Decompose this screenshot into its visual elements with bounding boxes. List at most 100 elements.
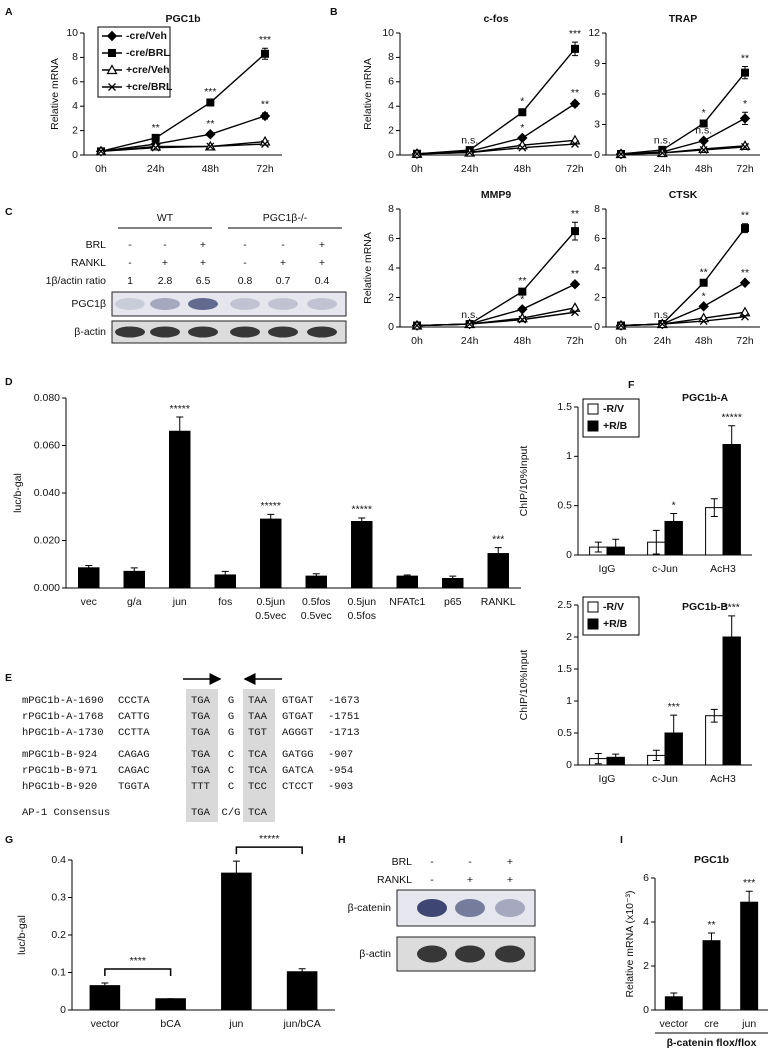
series-line — [416, 48, 576, 155]
seq-segment: CCTTA — [118, 727, 150, 739]
seq-end: -907 — [328, 749, 353, 761]
legend-label: +cre/BRL — [126, 81, 173, 93]
x-tick-label: bCA — [160, 1018, 180, 1030]
y-tick-label: 0.060 — [34, 439, 60, 451]
error-bar — [85, 564, 93, 571]
series-line — [620, 227, 746, 327]
error-bar — [594, 752, 602, 765]
y-tick-label: 4 — [72, 100, 78, 112]
significance: *** — [668, 701, 680, 713]
y-axis-label: ChIP/10%Input — [518, 650, 530, 721]
significance: n.s. — [461, 309, 478, 321]
x-tick-label: c-Jun — [652, 773, 678, 785]
significance: n.s. — [461, 135, 478, 147]
marker — [569, 98, 581, 109]
blot-band — [455, 945, 485, 963]
significance: *** — [204, 86, 216, 98]
marker — [465, 148, 474, 157]
marker — [518, 287, 527, 296]
seq-segment: GTGAT — [282, 711, 314, 723]
x-tick-label: RANKL — [481, 596, 516, 608]
blot-band — [115, 326, 145, 338]
marker — [261, 49, 269, 58]
x-tick-label: fos — [218, 596, 232, 608]
legend-label: -cre/BRL — [126, 47, 170, 59]
blot-cell: - — [128, 239, 132, 251]
y-tick-label: 0.4 — [51, 854, 66, 866]
blot-cell: - — [281, 239, 285, 251]
significance: ** — [152, 122, 160, 134]
marker — [741, 142, 749, 151]
seq-segment: C — [228, 765, 234, 777]
error-bar — [652, 529, 660, 555]
marker — [699, 278, 708, 287]
blot-row-label: BRL — [392, 856, 413, 868]
significance: ***** — [170, 403, 190, 415]
seq-segment: TGGTA — [118, 781, 150, 793]
y-tick-label: 0.5 — [557, 727, 572, 739]
x-tick-label: 72h — [566, 163, 584, 175]
marker — [518, 315, 527, 324]
consensus-segment: TCA — [248, 807, 268, 819]
y-tick-label: 0.2 — [51, 929, 66, 941]
significance: **** — [724, 602, 740, 614]
blot-cell: + — [467, 874, 473, 886]
blot-cell: + — [162, 257, 168, 269]
bracket — [235, 846, 303, 855]
marker — [261, 140, 269, 148]
marker — [739, 113, 751, 124]
x-tick-label: 24h — [654, 335, 672, 347]
seq-start: -1768 — [72, 711, 104, 723]
y-tick-label: 2.5 — [557, 599, 572, 611]
error-bar — [594, 541, 602, 553]
x-tick-label: AcH3 — [710, 563, 736, 575]
error-bar — [670, 992, 678, 1002]
legend-swatch — [587, 403, 599, 415]
significance: ** — [518, 275, 526, 287]
group-label: WT — [157, 212, 174, 224]
legend-label: -R/V — [603, 601, 624, 613]
y-tick-label: 6 — [594, 88, 600, 100]
series-line — [620, 315, 746, 327]
error-bar — [728, 425, 736, 464]
marker — [617, 321, 625, 330]
seq-segment: TGA — [191, 727, 211, 739]
x-tick-label: vector — [91, 1018, 120, 1030]
legend-swatch — [587, 601, 599, 613]
x-tick-label: 0h — [411, 163, 423, 175]
blot-band — [230, 298, 260, 310]
x-tick-label: g/a — [127, 596, 142, 608]
error-bar — [449, 575, 457, 582]
chart-title: CTSK — [669, 189, 698, 201]
seq-segment: TTT — [191, 781, 210, 793]
legend-marker — [106, 30, 118, 42]
marker — [518, 143, 527, 152]
panel-label: C — [5, 206, 13, 218]
x-tick-label: 0h — [95, 163, 107, 175]
significance: ***** — [721, 412, 741, 424]
series-line — [100, 115, 266, 153]
seq-segment: TGA — [191, 765, 211, 777]
y-tick-label: 2 — [594, 291, 600, 303]
significance: ** — [261, 99, 269, 111]
marker — [741, 312, 749, 321]
seq-segment: GTGAT — [282, 695, 314, 707]
marker — [465, 320, 474, 329]
seq-segment: CTCCT — [282, 781, 314, 793]
x-tick-label: 48h — [695, 163, 713, 175]
blot-band — [495, 945, 525, 963]
marker — [739, 306, 751, 317]
seq-segment: AGGGT — [282, 727, 314, 739]
blot-row-label: RANKL — [71, 257, 106, 269]
y-tick-label: 6 — [594, 232, 600, 244]
error-bar — [403, 574, 411, 578]
error-bar — [728, 615, 736, 659]
y-axis-label: Relative mRNA — [362, 232, 374, 304]
bar — [396, 575, 418, 589]
x-tick-label: 48h — [695, 335, 713, 347]
blot-cell: + — [507, 874, 513, 886]
seq-name: hPGC1b-B — [22, 781, 72, 793]
seq-segment: TAA — [248, 695, 268, 707]
significance: **** — [130, 955, 146, 967]
